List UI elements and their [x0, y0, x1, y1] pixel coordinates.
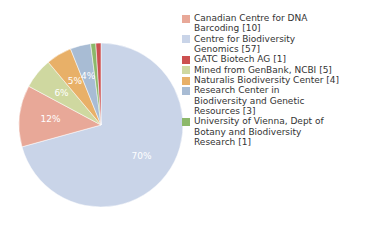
html-text:Barcoding [10]: Barcoding [10]	[194, 23, 261, 34]
html-text:Biodiversity and Genetic: Biodiversity and Genetic	[194, 95, 305, 106]
svg-text:4%: 4%	[81, 71, 96, 81]
html-text:Naturalis Biodiversity Center: Naturalis Biodiversity Center [4]	[194, 75, 339, 86]
svg-text:5%: 5%	[67, 76, 82, 87]
html-text:GATC Biotech AG [1]: GATC Biotech AG [1]	[194, 54, 286, 65]
html-text:Botany and Biodiversity: Botany and Biodiversity	[194, 126, 302, 137]
html-text:Canadian Centre for DNA: Canadian Centre for DNA	[194, 13, 308, 23]
svg-text:70%: 70%	[131, 151, 151, 161]
svg-text:12%: 12%	[40, 114, 60, 124]
html-text:Research [1]: Research [1]	[194, 137, 251, 148]
svg-text:6%: 6%	[54, 88, 69, 98]
html-text:Centre for Biodiversity: Centre for Biodiversity	[194, 33, 296, 44]
html-text:Mined from GenBank, NCBI [5]: Mined from GenBank, NCBI [5]	[194, 64, 332, 75]
html-text:Genomics [57]: Genomics [57]	[194, 44, 260, 54]
html-text:Resources [3]: Resources [3]	[194, 106, 256, 117]
html-text:Research Center in: Research Center in	[194, 85, 280, 96]
html-text:University of Vienna, Dept of: University of Vienna, Dept of	[194, 116, 324, 127]
